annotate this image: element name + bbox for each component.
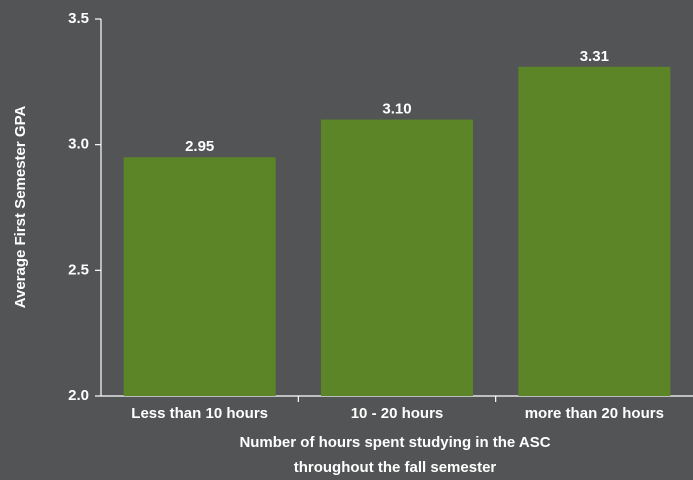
- bar: [123, 157, 276, 396]
- bar: [321, 119, 473, 397]
- y-tick-label: 2.5: [68, 261, 89, 278]
- category-label: 10 - 20 hours: [351, 405, 444, 422]
- y-tick-label: 2.0: [68, 387, 89, 404]
- y-axis-title: Average First Semester GPA: [12, 106, 29, 309]
- bar: [518, 66, 671, 397]
- data-label: 2.95: [185, 138, 214, 155]
- x-axis-title-line-2: throughout the fall semester: [294, 459, 497, 476]
- bars: [123, 66, 671, 397]
- x-ticks: [297, 396, 497, 402]
- data-labels: 2.95 3.10 3.31: [185, 48, 609, 155]
- category-label: more than 20 hours: [525, 405, 664, 422]
- category-label: Less than 10 hours: [131, 405, 268, 422]
- y-tick-label: 3.5: [68, 10, 89, 27]
- y-axis: 2.0 2.5 3.0 3.5: [68, 10, 102, 404]
- data-label: 3.31: [580, 48, 609, 65]
- category-labels: Less than 10 hours 10 - 20 hours more than…: [131, 405, 664, 422]
- data-label: 3.10: [382, 101, 411, 118]
- x-axis-title-line-1: Number of hours spent studying in the AS…: [239, 434, 550, 451]
- y-tick-label: 3.0: [68, 136, 89, 153]
- y-ticks: 2.0 2.5 3.0 3.5: [68, 10, 101, 404]
